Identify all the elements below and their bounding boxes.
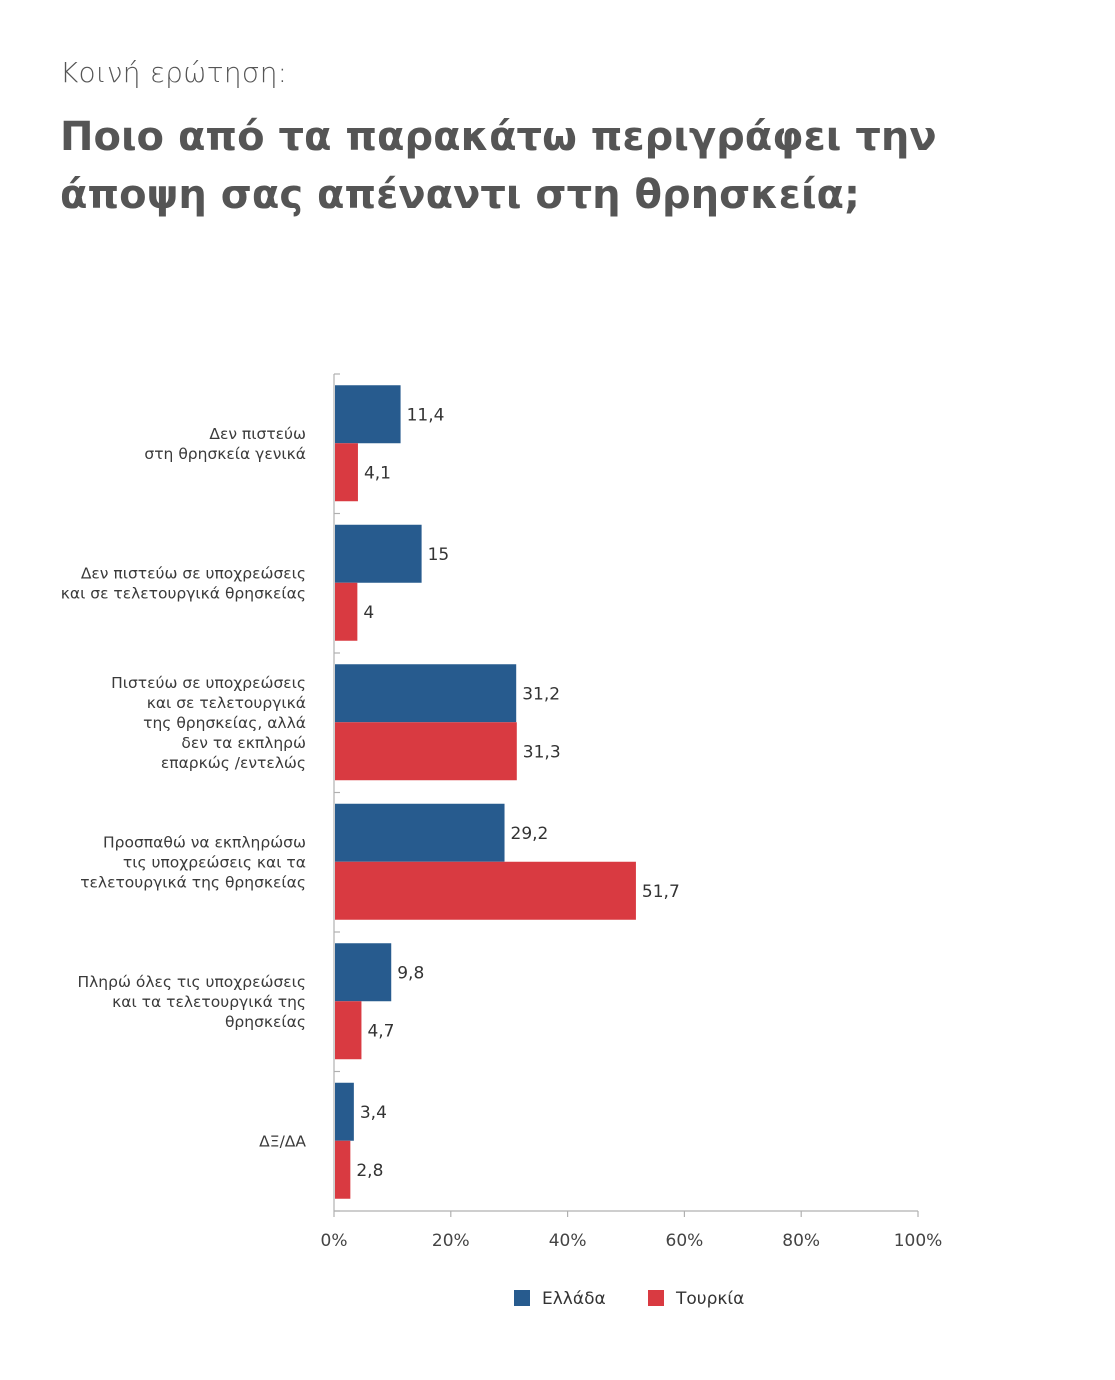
data-label: 15	[428, 545, 450, 565]
bar-turkey	[335, 443, 358, 502]
bar-turkey	[335, 861, 636, 920]
category-label: Πιστεύω σε υποχρεώσεις και σε τελετουργικ…	[111, 674, 306, 772]
question-subtitle: Κοινή ερώτηση:	[60, 56, 288, 89]
legend-swatch	[514, 1290, 530, 1306]
bar-greece	[335, 1082, 354, 1141]
category-label: ΔΞ/ΔΑ	[259, 1132, 306, 1150]
data-label: 9,8	[397, 963, 424, 983]
category-label-line: Προσπαθώ να εκπληρώσω	[103, 833, 306, 851]
data-label: 31,2	[522, 684, 560, 704]
category-label-line: Δεν πιστεύω σε υποχρεώσεις	[81, 564, 306, 582]
legend-label: Τουρκία	[675, 1289, 744, 1309]
category-label: Προσπαθώ να εκπληρώσω τις υποχρεώσεις και…	[80, 833, 306, 891]
bar-turkey	[335, 1001, 362, 1060]
category-label-line: και σε τελετουργικά θρησκείας	[61, 584, 306, 602]
legend-label: Ελλάδα	[542, 1289, 606, 1309]
legend-swatch	[648, 1290, 664, 1306]
category-label-line: δεν τα εκπληρώ	[181, 734, 306, 752]
x-tick-label: 0%	[321, 1231, 348, 1251]
data-label: 51,7	[642, 882, 680, 902]
category-label-line: τελετουργικά της θρησκείας	[80, 873, 306, 891]
category-label-line: Πληρώ όλες τις υποχρεώσεις	[77, 973, 306, 991]
x-tick-label: 100%	[894, 1231, 943, 1251]
category-label-line: Πιστεύω σε υποχρεώσεις	[111, 674, 306, 692]
bar-turkey	[335, 1140, 351, 1199]
x-tick-label: 80%	[782, 1231, 820, 1251]
category-label-line: της θρησκείας, αλλά	[143, 714, 306, 732]
bar-turkey	[335, 582, 358, 641]
data-label: 4,1	[364, 463, 391, 483]
category-label: Δεν πιστεύω σε υποχρεώσεις και σε τελετου…	[61, 564, 306, 602]
bar-greece	[335, 803, 505, 862]
data-label: 4,7	[367, 1021, 394, 1041]
data-label: 2,8	[356, 1161, 383, 1181]
bar-greece	[335, 524, 422, 583]
data-label: 29,2	[511, 824, 549, 844]
data-label: 3,4	[360, 1103, 387, 1123]
category-label: Πληρώ όλες τις υποχρεώσεις και τα τελετου…	[77, 973, 306, 1031]
data-label: 31,3	[523, 742, 561, 762]
category-label-line: στη θρησκεία γενικά	[144, 445, 306, 463]
chart-title: Ποιο από τα παρακάτω περιγράφει την άποψ…	[60, 114, 937, 218]
bar-greece	[335, 664, 517, 723]
bar-greece	[335, 943, 392, 1002]
category-label-line: ΔΞ/ΔΑ	[259, 1132, 306, 1150]
x-tick-label: 40%	[549, 1231, 587, 1251]
category-label-line: θρησκείας	[225, 1013, 306, 1031]
bar-greece	[335, 385, 401, 444]
category-label: Δεν πιστεύω στη θρησκεία γενικά	[144, 425, 306, 463]
category-label-line: επαρκώς /εντελώς	[161, 754, 306, 772]
category-label-line: τις υποχρεώσεις και τα	[123, 853, 306, 871]
x-tick-label: 20%	[432, 1231, 470, 1251]
category-label-line: και σε τελετουργικά	[147, 694, 306, 712]
bar-turkey	[335, 722, 517, 781]
x-tick-label: 60%	[666, 1231, 704, 1251]
category-label-line: και τα τελετουργικά της	[112, 993, 306, 1011]
category-label-line: Δεν πιστεύω	[209, 425, 306, 443]
data-label: 4	[363, 603, 374, 623]
data-label: 11,4	[407, 405, 445, 425]
